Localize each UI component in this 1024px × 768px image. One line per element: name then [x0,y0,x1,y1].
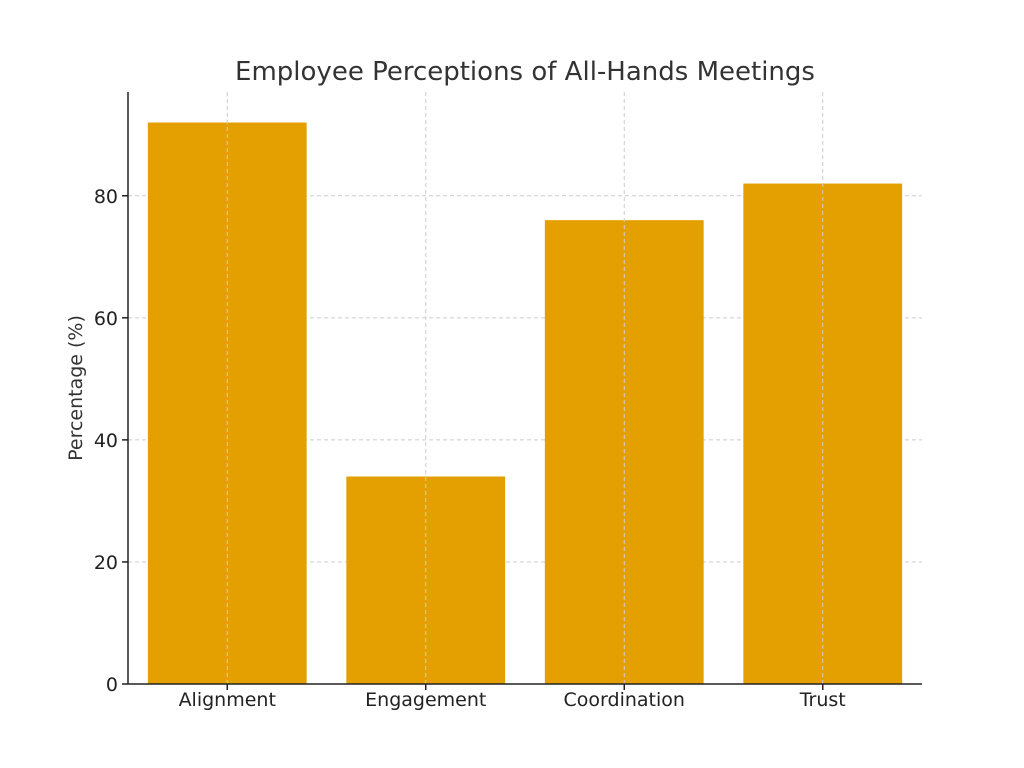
y-axis-label: Percentage (%) [65,315,87,461]
bars [147,92,903,685]
y-tick-label: 80 [94,186,118,208]
bar-trust [743,183,903,684]
x-tick-label: Trust [799,689,846,711]
y-tick-label: 0 [106,674,118,696]
y-tick-label: 60 [94,308,118,330]
x-ticks: Alignment Engagement Coordination Trust [179,684,846,711]
chart-title: Employee Perceptions of All-Hands Meetin… [235,57,815,87]
y-tick-label: 20 [94,552,118,574]
bar-engagement [346,476,506,684]
axes [127,92,922,685]
x-tick-label: Alignment [179,689,276,711]
y-ticks: 0 20 40 60 80 [94,186,128,696]
x-tick-label: Engagement [365,689,486,711]
x-tick-label: Coordination [564,689,685,711]
y-tick-label: 40 [94,430,118,452]
